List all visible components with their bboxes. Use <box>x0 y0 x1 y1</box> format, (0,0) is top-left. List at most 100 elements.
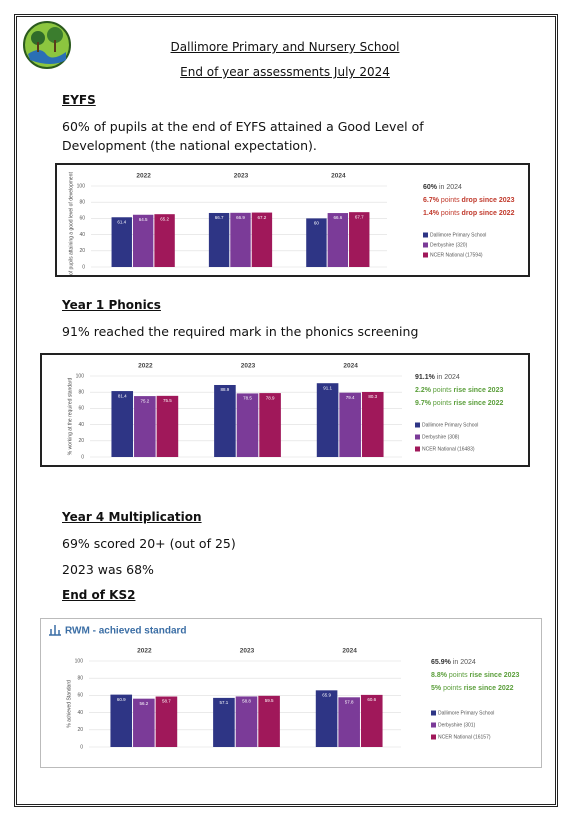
legend-swatch <box>415 434 420 440</box>
legend-swatch <box>423 232 428 238</box>
y-tick-label: 20 <box>78 438 84 444</box>
y-tick-label: 20 <box>79 248 85 254</box>
section-heading: End of KS2 <box>62 588 136 602</box>
legend-label: NCER National (17594) <box>430 252 483 258</box>
x-category-label: 2024 <box>342 648 357 655</box>
bar <box>133 698 155 747</box>
y-tick-label: 0 <box>82 264 85 270</box>
y-axis-label: % achieved Standard <box>66 680 72 728</box>
legend-label: Dallimore Primary School <box>422 422 478 428</box>
chart: % working at the required standard 0 20 40 6… <box>40 353 530 467</box>
bar-value-label: 60 <box>314 221 320 226</box>
summary-text: in 2024 <box>451 659 476 666</box>
x-category-label: 2023 <box>240 648 255 655</box>
x-category-label: 2023 <box>234 173 249 180</box>
summary-text: 9.7% <box>415 400 432 407</box>
section-heading: EYFS <box>62 93 96 107</box>
summary-line: 2.2% points rise since 2023 <box>415 387 503 394</box>
bar-value-label: 57.8 <box>345 699 354 704</box>
bar-value-label: 88.9 <box>221 387 230 392</box>
y-tick-label: 40 <box>79 232 85 238</box>
bar <box>155 696 178 747</box>
summary-text: 8.8% <box>431 672 448 679</box>
y-tick-label: 60 <box>77 693 83 699</box>
summary-text: 6.7% <box>423 197 440 204</box>
summary-text: rise since 2023 <box>454 387 504 394</box>
legend-label: Derbyshire (308) <box>422 434 460 440</box>
bar-value-label: 80.3 <box>368 394 377 399</box>
summary-text: 65.9% <box>431 659 452 666</box>
bar <box>349 212 370 267</box>
bar-value-label: 66.6 <box>333 215 342 220</box>
paragraph: 2023 was 68% <box>62 562 154 577</box>
x-category-label: 2023 <box>241 363 256 370</box>
school-logo <box>23 21 71 69</box>
paragraph: 91% reached the required mark in the pho… <box>62 324 419 339</box>
bar-value-label: 65.2 <box>160 216 169 221</box>
summary-text: 91.1% <box>415 374 436 381</box>
chart: RWM - achieved standard % achieved Standa… <box>40 618 542 768</box>
bar <box>132 214 154 267</box>
section-heading: Year 1 Phonics <box>62 298 161 312</box>
summary-text: points <box>431 387 454 394</box>
bar-value-label: 60.6 <box>367 697 376 702</box>
summary-line: 8.8% points rise since 2023 <box>431 672 519 679</box>
bar <box>361 391 384 457</box>
y-tick-label: 0 <box>81 454 84 460</box>
bar <box>236 393 259 457</box>
bar-value-label: 75.5 <box>163 398 172 403</box>
summary-text: drop since 2022 <box>462 210 515 217</box>
bar <box>338 697 360 747</box>
summary-text: in 2024 <box>437 184 462 191</box>
legend-label: NCER National (16483) <box>422 446 475 452</box>
bar <box>235 696 258 747</box>
y-tick-label: 100 <box>75 658 84 664</box>
legend-swatch <box>423 242 428 248</box>
bar <box>230 212 251 267</box>
paragraph: 69% scored 20+ (out of 25) <box>62 536 236 551</box>
y-tick-label: 60 <box>78 406 84 412</box>
y-tick-label: 20 <box>77 727 83 733</box>
legend-swatch <box>423 252 428 258</box>
y-tick-label: 40 <box>77 710 83 716</box>
summary-text: drop since 2023 <box>462 197 515 204</box>
bar-value-label: 59.5 <box>265 698 274 703</box>
bar-value-label: 57.1 <box>220 700 229 705</box>
bar <box>327 213 349 267</box>
summary-line: 91.1% in 2024 <box>415 374 460 381</box>
page-border <box>14 14 558 807</box>
y-tick-label: 60 <box>79 216 85 222</box>
summary-line: 5% points rise since 2022 <box>431 685 514 692</box>
bar-value-label: 61.4 <box>117 219 126 224</box>
summary-text: points <box>439 197 462 204</box>
summary-text: points <box>431 400 454 407</box>
x-category-label: 2022 <box>137 648 152 655</box>
paragraph: 60% of pupils at the end of EYFS attaine… <box>62 119 424 153</box>
bar <box>258 695 280 747</box>
summary-text: 5% <box>431 685 442 692</box>
bar <box>154 214 175 267</box>
bar <box>360 694 383 747</box>
bar-value-label: 79.4 <box>346 395 355 400</box>
bar <box>316 383 339 457</box>
summary-line: 1.4% points drop since 2022 <box>423 210 515 217</box>
bar <box>251 212 273 267</box>
legend-swatch <box>431 710 436 716</box>
legend-swatch <box>431 722 436 728</box>
bar-value-label: 64.5 <box>139 217 148 222</box>
legend-label: Dallimore Primary School <box>430 232 486 238</box>
bar <box>110 694 133 747</box>
summary-line: 60% in 2024 <box>423 184 462 191</box>
bar <box>214 384 236 457</box>
y-tick-label: 80 <box>78 390 84 396</box>
legend-label: Derbyshire (320) <box>430 242 468 248</box>
summary-text: 2.2% <box>415 387 432 394</box>
y-axis-label: % working at the required standard <box>67 378 73 456</box>
summary-text: points <box>441 685 464 692</box>
y-axis-label: % of pupils attaining a good level of de… <box>68 172 74 277</box>
x-category-label: 2022 <box>136 173 151 180</box>
bar-value-label: 78.9 <box>266 395 275 400</box>
bar-value-label: 66.7 <box>215 215 224 220</box>
summary-text: 60% <box>423 184 438 191</box>
